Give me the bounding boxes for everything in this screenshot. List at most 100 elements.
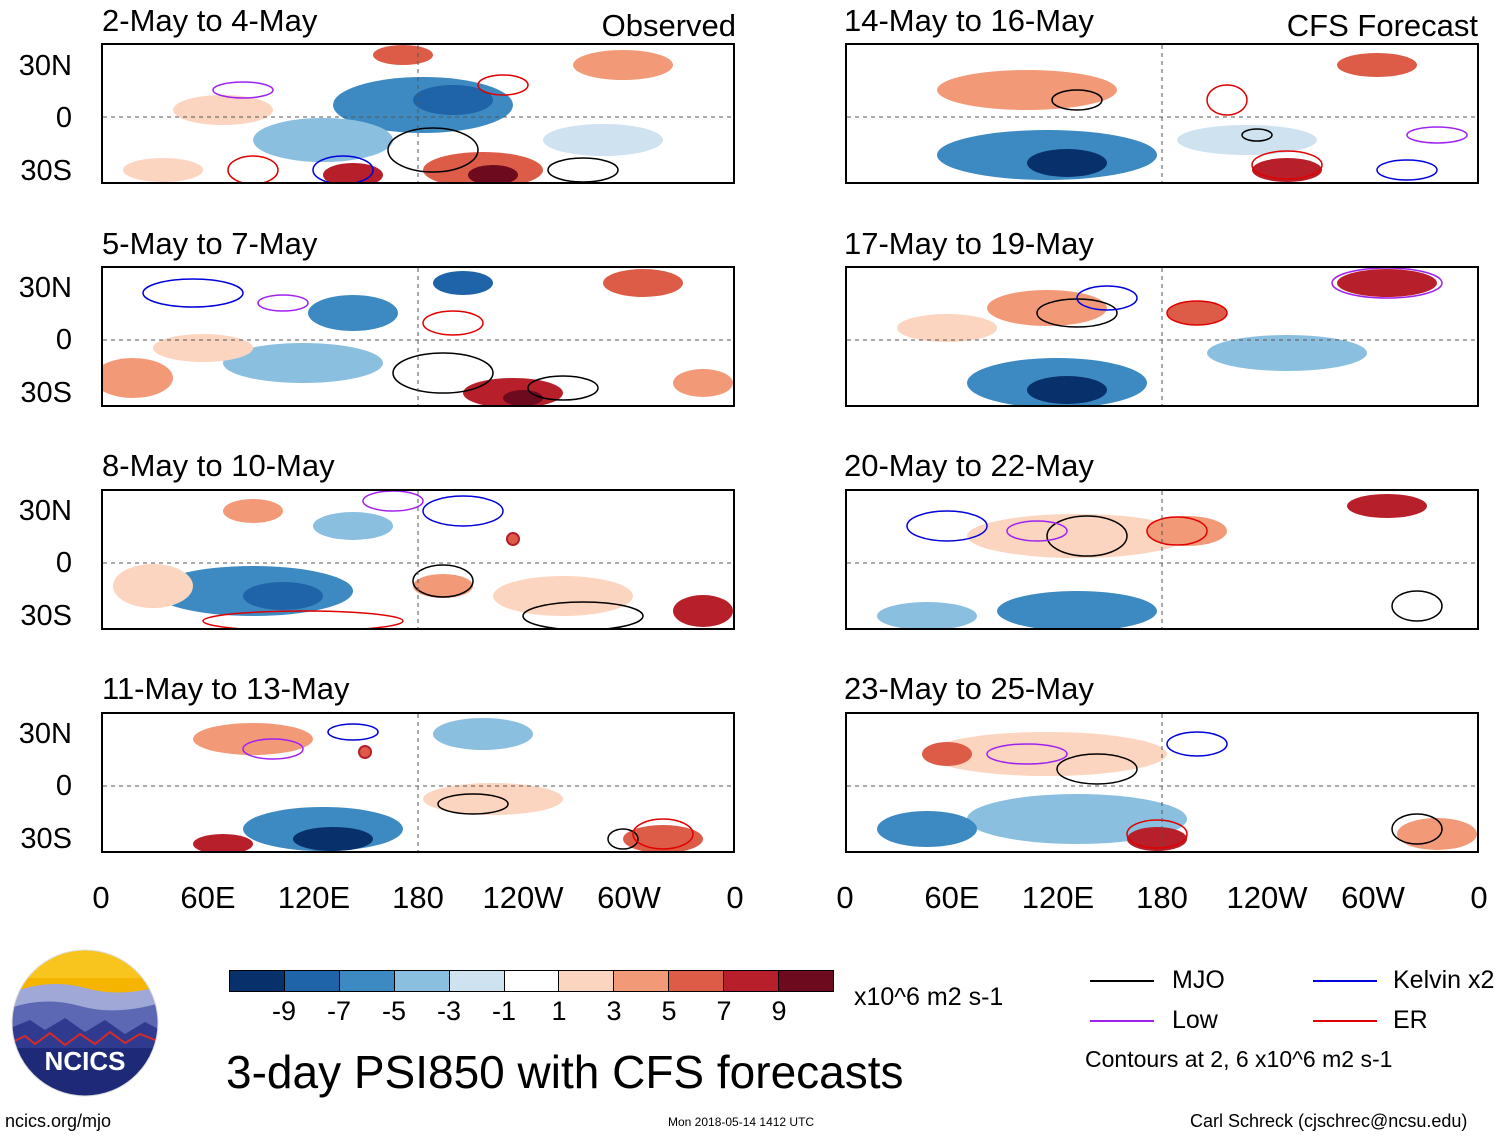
contour-kelvin xyxy=(1076,285,1138,311)
shading-positive xyxy=(967,514,1187,558)
colorbar-tick-label: -3 xyxy=(436,996,461,1026)
shading-negative xyxy=(308,295,398,331)
panel-title-obs-3: 8-May to 10-May xyxy=(102,448,335,483)
colorbar-tick-label: 9 xyxy=(771,996,787,1026)
y-label-30s: 30S xyxy=(20,377,72,409)
colorbar-swatch xyxy=(558,970,615,992)
panel-title-obs-2: 5-May to 7-May xyxy=(102,226,318,261)
colorbar-swatch xyxy=(723,970,780,992)
contour-mjo xyxy=(392,352,494,394)
shading-positive xyxy=(493,576,633,616)
y-label-30n: 30N xyxy=(18,495,72,527)
shading-positive xyxy=(113,564,193,608)
shading-negative xyxy=(253,118,393,162)
map-panel-obs-1 xyxy=(101,43,735,184)
shading-positive xyxy=(922,742,972,766)
x-label: 0 xyxy=(726,880,744,915)
shading-negative xyxy=(967,794,1187,844)
shading-negative xyxy=(313,512,393,540)
shading-negative xyxy=(1027,149,1107,177)
shading-positive xyxy=(373,45,433,65)
x-label: 120W xyxy=(482,880,564,915)
main-title: 3-day PSI850 with CFS forecasts xyxy=(226,1046,904,1098)
shading-positive xyxy=(1337,53,1417,77)
map-panel-fcst-1 xyxy=(845,43,1479,184)
x-axis-right: 0 60E 120E 180 120W 60W 0 xyxy=(744,882,1510,916)
panel-title-fcst-4: 23-May to 25-May xyxy=(844,671,1094,706)
shading-positive xyxy=(193,723,313,755)
contour-kelvin xyxy=(312,155,374,182)
shading-positive xyxy=(573,50,673,80)
contour-er xyxy=(422,310,484,336)
legend-label-mjo: MJO xyxy=(1172,966,1225,994)
shading-positive xyxy=(468,165,518,182)
contour-mjo xyxy=(1391,590,1443,622)
shading-positive xyxy=(897,314,997,342)
observed-label: Observed xyxy=(601,8,736,43)
contour-er xyxy=(632,818,694,850)
contour-low xyxy=(257,294,309,312)
contour-mjo xyxy=(1046,515,1128,557)
legend-swatch-er xyxy=(1313,1020,1377,1022)
colorbar-tick-label: 1 xyxy=(551,996,567,1026)
footer-timestamp: Mon 2018-05-14 1412 UTC xyxy=(668,1115,815,1129)
contour-kelvin xyxy=(327,723,379,741)
footer-url[interactable]: ncics.org/mjo xyxy=(5,1111,112,1131)
colorbar-ticks: -9 -7 -5 -3 -1 1 3 5 7 9 xyxy=(229,998,849,1028)
panel-title-fcst-3: 20-May to 22-May xyxy=(844,448,1094,483)
y-label-eq: 0 xyxy=(55,324,72,356)
shading-negative xyxy=(1207,335,1367,371)
y-label-eq: 0 xyxy=(55,102,72,134)
ncics-logo: NCICS xyxy=(10,948,160,1098)
x-label: 180 xyxy=(1136,880,1188,915)
contour-low xyxy=(1331,268,1443,299)
colorbar-swatch xyxy=(283,970,340,992)
x-label: 120E xyxy=(1021,880,1095,915)
shading-positive xyxy=(153,334,253,362)
shading-positive xyxy=(103,358,173,398)
panel-title-fcst-2: 17-May to 19-May xyxy=(844,226,1094,261)
shading-negative xyxy=(433,271,493,295)
x-label: 180 xyxy=(392,880,444,915)
contour-er xyxy=(1126,819,1188,849)
shading-negative xyxy=(997,591,1157,628)
shading-negative xyxy=(877,602,977,628)
map-panel-obs-2 xyxy=(101,266,735,407)
map-panel-fcst-4 xyxy=(845,712,1479,853)
legend-label-low: Low xyxy=(1172,1006,1218,1034)
shading-positive xyxy=(1127,827,1187,851)
contour-mjo xyxy=(437,793,509,815)
map-panel-fcst-3 xyxy=(845,489,1479,630)
x-label: 0 xyxy=(92,880,110,915)
panel-title-fcst-1: 14-May to 16-May xyxy=(844,3,1094,38)
contour-er xyxy=(202,610,404,628)
contour-kelvin xyxy=(422,495,504,527)
x-label: 0 xyxy=(1470,880,1488,915)
shading-positive xyxy=(423,783,563,815)
x-label: 60W xyxy=(597,880,661,915)
legend-swatch-mjo xyxy=(1090,980,1154,982)
legend: MJO Kelvin x2 Low ER Contours at 2, 6 x1… xyxy=(1085,968,1505,1078)
contour-low xyxy=(212,81,274,99)
contour-er xyxy=(1206,84,1248,116)
map-panel-obs-4 xyxy=(101,712,735,853)
shading-positive xyxy=(603,269,683,297)
shading-negative xyxy=(243,582,323,610)
shading-positive xyxy=(1347,494,1427,518)
x-label: 60E xyxy=(924,880,980,915)
contour-kelvin xyxy=(906,510,988,542)
y-label-30n: 30N xyxy=(18,50,72,82)
contour-er xyxy=(1166,300,1228,326)
x-axis-left: 0 60E 120E 180 120W 60W 0 xyxy=(0,882,760,916)
colorbar-swatch xyxy=(393,970,450,992)
shading-positive xyxy=(323,163,383,182)
contour-mjo xyxy=(1391,813,1443,845)
contour-mjo xyxy=(1241,128,1273,142)
colorbar-swatch xyxy=(778,970,834,992)
shading-positive xyxy=(1147,516,1227,546)
legend-label-er: ER xyxy=(1393,1006,1428,1034)
colorbar-tick-label: -9 xyxy=(271,996,296,1026)
contour-mjo xyxy=(412,564,474,598)
map-panel-obs-3 xyxy=(101,489,735,630)
contour-kelvin xyxy=(1166,731,1228,757)
